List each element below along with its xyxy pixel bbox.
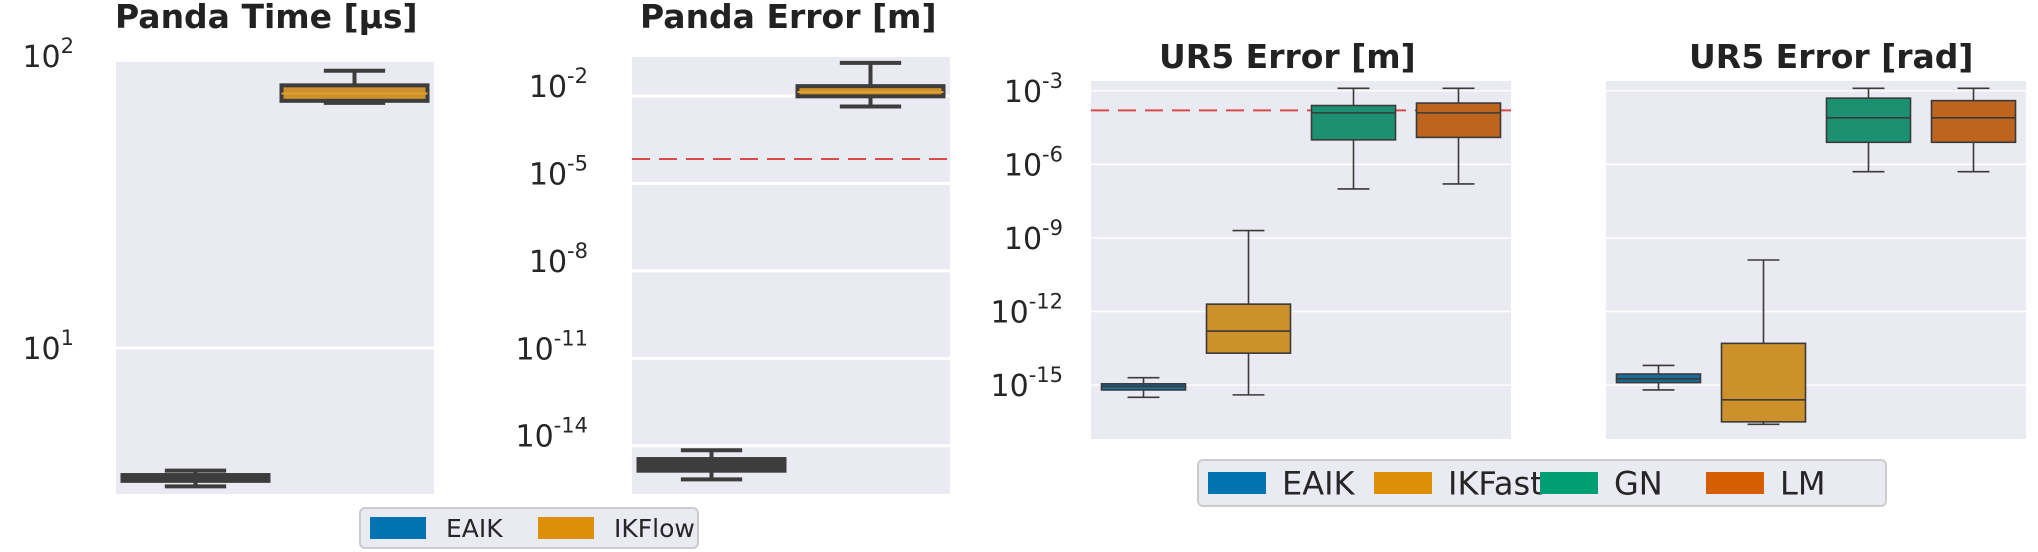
chart-panel-4: UR5 Error [rad] — [1606, 37, 2026, 439]
legend-2: EAIK IKFast GN LM — [1197, 459, 1887, 507]
y-tick-exp: -2 — [567, 64, 588, 88]
y-tick-exp: -6 — [1042, 142, 1063, 166]
legend-swatch — [1374, 472, 1432, 494]
box-ikflow — [279, 68, 430, 105]
legend-frame — [359, 507, 699, 549]
y-tick-base: 10 — [1004, 75, 1042, 110]
y-tick-base: 10 — [1004, 148, 1042, 183]
y-tick-exp: -14 — [554, 414, 588, 438]
y-tick-exp: -3 — [1042, 69, 1063, 93]
y-tick-base: 10 — [516, 332, 554, 367]
legend-swatch — [538, 517, 594, 539]
box-iqr — [120, 473, 271, 483]
y-tick-exp: -12 — [1029, 289, 1063, 313]
legend-1: EAIK IKFlow — [359, 507, 699, 549]
y-tick-base: 10 — [529, 245, 567, 280]
y-tick-label: 10-15 — [991, 363, 1064, 404]
legend-label: IKFlow — [614, 514, 695, 543]
box-iqr — [1205, 303, 1292, 354]
box-lm — [1930, 87, 2017, 173]
legend-label: GN — [1614, 465, 1663, 503]
legend-label: EAIK — [1282, 465, 1356, 503]
legend-entry: EAIK — [1208, 465, 1356, 503]
chart-title-rest: Error [m] — [766, 0, 936, 36]
y-tick-base: 10 — [529, 70, 567, 105]
y-tick-exp: 1 — [61, 326, 74, 350]
box-iqr — [1825, 97, 1912, 144]
plot-area — [1091, 81, 1511, 439]
box-iqr — [636, 457, 787, 473]
box-eaik — [120, 468, 271, 489]
y-tick-exp: -5 — [567, 152, 588, 176]
chart-title: UR5 Error [m] — [1159, 37, 1416, 76]
y-tick-label: 10-12 — [991, 289, 1064, 330]
plot-area — [116, 62, 434, 494]
chart-title: Panda Time [µs] — [115, 0, 418, 36]
y-tick-exp: -9 — [1042, 216, 1063, 240]
y-tick-base: 10 — [529, 158, 567, 193]
legend-swatch — [1706, 472, 1764, 494]
box-iqr — [1720, 342, 1807, 423]
box-iqr — [1310, 104, 1397, 141]
chart-title: Panda Error [m] — [640, 0, 937, 36]
y-tick-label: 10-8 — [529, 239, 588, 280]
y-tick-label: 10-3 — [1004, 69, 1063, 110]
legend-entry: GN — [1540, 465, 1663, 503]
box-ikfast — [1720, 259, 1807, 426]
legend-entry: IKFast — [1374, 465, 1543, 503]
y-tick-label: 10-5 — [529, 152, 588, 193]
y-tick-base: 10 — [22, 40, 60, 75]
legend-swatch — [370, 517, 426, 539]
y-tick-exp: -8 — [567, 239, 588, 263]
box-iqr — [1930, 99, 2017, 144]
y-tick-exp: -15 — [1029, 363, 1063, 387]
y-tick-label: 10-14 — [516, 414, 589, 455]
box-ikfast — [1205, 229, 1292, 396]
y-tick-label: 10-2 — [529, 64, 588, 105]
box-eaik — [1615, 364, 1702, 391]
y-tick-base: 10 — [991, 369, 1029, 404]
y-tick-base: 10 — [22, 332, 60, 367]
plot-area — [632, 57, 950, 494]
y-tick-label: 101 — [22, 326, 74, 367]
legend-label: LM — [1780, 465, 1825, 503]
y-tick-base: 10 — [1004, 222, 1042, 257]
y-tick-exp: -11 — [554, 326, 588, 350]
legend-swatch — [1540, 472, 1598, 494]
y-tick-label: 10-6 — [1004, 142, 1063, 183]
legend-entry: LM — [1706, 465, 1825, 503]
legend-entry: EAIK — [370, 514, 503, 543]
y-tick-label: 10-11 — [516, 326, 589, 367]
chart-title: UR5 Error [rad] — [1689, 37, 1974, 76]
chart-title-rest: Time [µs] — [241, 0, 417, 36]
box-ikflow — [795, 60, 946, 109]
box-iqr — [1415, 102, 1502, 139]
y-tick-label: 10-9 — [1004, 216, 1063, 257]
chart-title-bold: Panda — [640, 0, 766, 36]
legend-label: EAIK — [446, 514, 503, 543]
y-tick-base: 10 — [991, 295, 1029, 330]
legend-label: IKFast — [1448, 465, 1543, 503]
box-lm — [1415, 87, 1502, 185]
y-tick-exp: 2 — [61, 34, 74, 58]
box-gn — [1825, 87, 1912, 173]
box-gn — [1310, 87, 1397, 190]
y-tick-base: 10 — [516, 420, 554, 455]
legend-swatch — [1208, 472, 1266, 494]
box-eaik — [636, 448, 787, 482]
chart-title-bold: Panda — [115, 0, 241, 36]
box-eaik — [1100, 376, 1187, 399]
legend-entry: IKFlow — [538, 514, 695, 543]
y-tick-label: 102 — [22, 34, 74, 75]
